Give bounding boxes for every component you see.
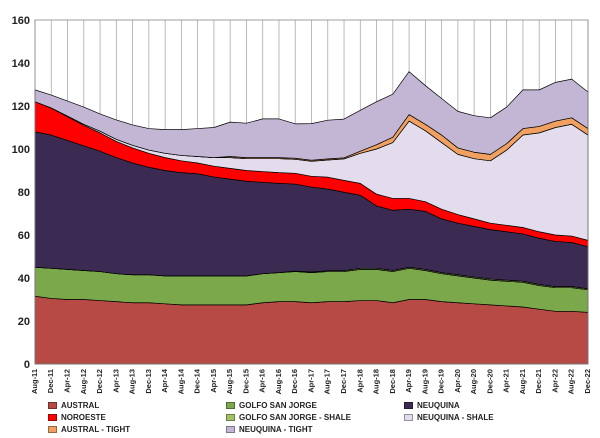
x-tick-label: Aug-15	[225, 369, 234, 394]
legend-swatch	[48, 413, 57, 421]
x-tick-label: Aug-16	[274, 369, 283, 394]
legend-label: GOLFO SAN JORGE	[239, 400, 317, 410]
x-tick-label: Dec-22	[583, 369, 592, 394]
x-tick-label: Aug-14	[176, 368, 185, 394]
legend-item: AUSTRAL - TIGHT	[48, 424, 130, 434]
axis-layer: 0 20 40 60 80 100 120 140 160 Aug-11 Dec-11 Apr-12 A…	[12, 15, 592, 394]
x-tick-label: Dec-16	[290, 369, 299, 394]
y-tick-label: 20	[18, 316, 30, 328]
area-layer	[34, 71, 589, 365]
y-tick-label: 120	[12, 101, 30, 113]
y-tick-label: 100	[12, 144, 30, 156]
x-tick-label: Apr-12	[63, 369, 72, 393]
area-austral	[34, 295, 589, 365]
x-tick-label: Dec-21	[534, 369, 543, 394]
legend-label: NEUQUINA - TIGHT	[239, 424, 313, 434]
legend-item: AUSTRAL	[48, 400, 99, 410]
legend-item: NOROESTE	[48, 412, 106, 422]
x-tick-label: Apr-14	[160, 368, 169, 393]
x-tick-label: Aug-17	[323, 369, 332, 394]
x-tick-label: Apr-18	[355, 369, 364, 393]
legend-item: NEUQUINA - TIGHT	[226, 424, 312, 434]
x-tick-label: Aug-18	[372, 369, 381, 394]
legend-label: GOLFO SAN JORGE - SHALE	[239, 412, 352, 422]
x-tick-label: Aug-12	[79, 369, 88, 394]
legend-item: GOLFO SAN JORGE	[226, 400, 317, 410]
x-tick-label: Apr-17	[306, 369, 315, 393]
legend-swatch	[226, 401, 235, 409]
x-tick-label: Apr-13	[111, 369, 120, 393]
x-tick-label: Aug-13	[128, 369, 137, 394]
x-tick-label: Dec-14	[193, 368, 202, 393]
x-tick-label: Dec-18	[388, 369, 397, 394]
x-tick-label: Aug-19	[420, 369, 429, 394]
legend-label: NEUQUINA - SHALE	[417, 412, 494, 422]
x-tick-label: Aug-22	[567, 369, 576, 394]
legend-label: AUSTRAL	[61, 400, 100, 410]
legend-label: NEUQUINA	[417, 400, 460, 410]
legend-label: AUSTRAL - TIGHT	[61, 424, 131, 434]
x-tick-label: Dec-13	[144, 369, 153, 394]
x-tick-label: Dec-20	[485, 369, 494, 394]
x-tick-label: Dec-11	[46, 369, 55, 393]
y-tick-label: 40	[18, 273, 30, 285]
legend-item: NEUQUINA	[404, 400, 460, 410]
x-tick-label: Apr-22	[550, 369, 559, 393]
x-tick-label: Aug-11	[30, 369, 39, 394]
x-tick-label: Apr-20	[453, 369, 462, 393]
y-tick-label: 160	[12, 15, 30, 27]
x-tick-label: Dec-15	[241, 369, 250, 394]
x-tick-label: Dec-17	[339, 369, 348, 394]
x-tick-label: Apr-21	[502, 369, 511, 393]
y-tick-label: 140	[12, 58, 30, 70]
legend-label: NOROESTE	[61, 412, 106, 422]
x-tick-label: Apr-19	[404, 369, 413, 393]
x-tick-label: Aug-20	[469, 369, 478, 394]
y-tick-label: 0	[24, 359, 30, 371]
legend-swatch	[404, 413, 413, 421]
y-tick-label: 60	[18, 230, 30, 242]
legend-swatch	[226, 413, 235, 421]
x-tick-label: Aug-21	[518, 369, 527, 394]
legend-swatch	[48, 425, 57, 433]
legend-item: NEUQUINA - SHALE	[404, 412, 494, 422]
legend-item: GOLFO SAN JORGE - SHALE	[226, 412, 351, 422]
x-tick-label: Apr-16	[258, 369, 267, 393]
x-tick-label: Apr-15	[209, 369, 218, 393]
y-tick-label: 80	[18, 187, 30, 199]
legend-swatch	[48, 401, 57, 409]
stacked-area-chart: 0 20 40 60 80 100 120 140 160 Aug-11 Dec-11 Apr-12 A…	[12, 15, 592, 394]
legend-swatch	[226, 425, 235, 433]
x-tick-label: Dec-19	[437, 369, 446, 394]
x-tick-label: Dec-12	[95, 369, 104, 394]
legend-swatch	[404, 401, 413, 409]
plot-frame	[34, 19, 589, 365]
